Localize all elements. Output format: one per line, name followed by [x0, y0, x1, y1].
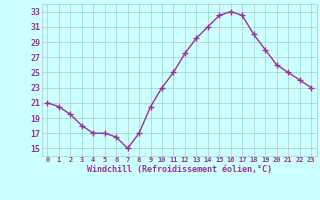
X-axis label: Windchill (Refroidissement éolien,°C): Windchill (Refroidissement éolien,°C)	[87, 165, 272, 174]
